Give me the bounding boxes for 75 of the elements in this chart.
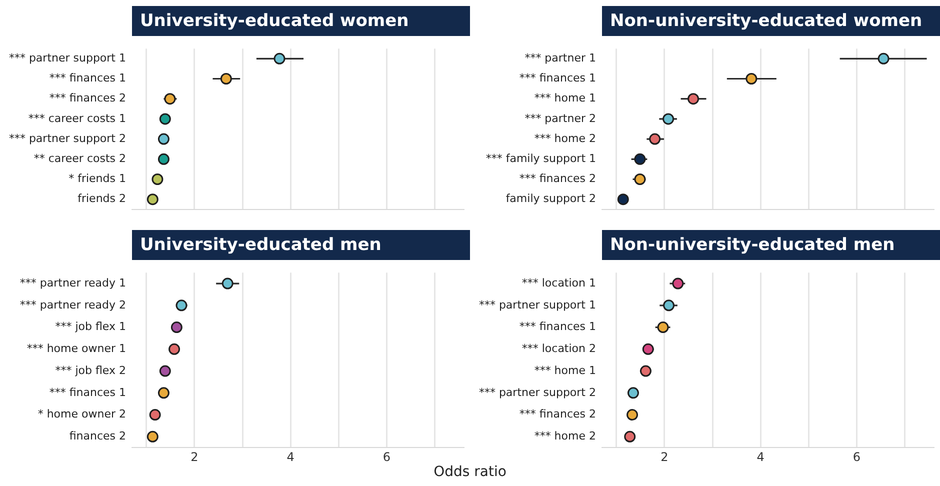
point xyxy=(634,174,646,185)
point xyxy=(222,278,234,290)
y-tick-label: *** partner 2 xyxy=(524,112,596,125)
point xyxy=(878,52,890,64)
y-tick-label: *** finances 2 xyxy=(519,172,596,186)
point xyxy=(274,52,286,64)
x-tick-label: 2 xyxy=(190,450,198,464)
y-tick-label: *** finances 2 xyxy=(519,408,596,421)
point xyxy=(158,387,170,399)
chart-title: University-educated men xyxy=(132,230,470,260)
point xyxy=(158,133,170,145)
point xyxy=(626,409,638,421)
point xyxy=(149,409,161,421)
y-tick-label: friends 2 xyxy=(78,192,126,206)
y-tick-label: *** partner support 2 xyxy=(8,132,126,145)
y-tick-label: *** home 2 xyxy=(534,132,596,145)
y-tick-label: *** job flex 1 xyxy=(55,320,126,334)
chart-title: Non-university-educated women xyxy=(602,6,940,36)
y-tick-label: * friends 1 xyxy=(68,172,126,186)
y-tick-label: *** partner ready 1 xyxy=(20,276,126,290)
point xyxy=(642,343,654,355)
y-tick-label: *** partner support 1 xyxy=(478,298,596,312)
y-tick-label: *** finances 1 xyxy=(519,72,596,85)
chart-title: Non-university-educated men xyxy=(602,230,940,260)
y-tick-label: *** home owner 1 xyxy=(26,342,126,356)
point xyxy=(627,387,639,399)
y-tick-label: *** home 1 xyxy=(534,364,596,377)
y-tick-label: *** career costs 1 xyxy=(28,112,126,125)
y-tick-label: *** finances 1 xyxy=(49,72,126,85)
point xyxy=(746,73,758,84)
point xyxy=(168,343,180,355)
point xyxy=(640,365,652,377)
y-tick-label: finances 2 xyxy=(69,430,126,443)
x-axis-title: Odds ratio xyxy=(432,464,508,480)
point xyxy=(624,430,636,442)
y-tick-label: *** location 2 xyxy=(522,342,596,356)
point xyxy=(158,153,170,165)
y-tick-label: *** finances 1 xyxy=(519,320,596,334)
point xyxy=(662,113,674,125)
y-tick-label: *** finances 2 xyxy=(49,92,126,105)
point xyxy=(152,174,164,185)
point xyxy=(657,322,669,334)
y-tick-label: *** job flex 2 xyxy=(55,364,126,377)
point xyxy=(688,93,700,105)
point xyxy=(649,133,661,145)
y-tick-label: *** partner support 1 xyxy=(8,52,126,65)
x-tick-label: 4 xyxy=(286,450,294,464)
point xyxy=(672,278,684,290)
point xyxy=(617,194,629,206)
point xyxy=(164,93,176,105)
x-tick-label: 6 xyxy=(382,450,390,464)
y-tick-label: * home owner 2 xyxy=(38,408,126,421)
y-tick-label: *** home 1 xyxy=(534,92,596,105)
y-tick-label: ** career costs 2 xyxy=(34,152,126,166)
y-tick-label: *** home 2 xyxy=(534,430,596,443)
point xyxy=(634,153,646,165)
y-tick-label: *** partner ready 2 xyxy=(20,298,126,312)
y-tick-label: *** location 1 xyxy=(522,276,596,290)
point xyxy=(176,300,188,312)
point xyxy=(170,322,182,334)
x-tick-label: 2 xyxy=(660,450,668,464)
x-tick-label: 6 xyxy=(852,450,860,464)
point xyxy=(146,430,158,442)
point xyxy=(220,73,232,84)
point xyxy=(159,113,171,125)
chart-title: University-educated women xyxy=(132,6,470,36)
y-tick-label: family support 2 xyxy=(506,192,596,206)
x-tick-label: 4 xyxy=(756,450,764,464)
point xyxy=(663,300,675,312)
y-tick-label: *** family support 1 xyxy=(486,152,596,166)
y-tick-label: *** partner 1 xyxy=(524,52,596,65)
y-tick-label: *** partner support 2 xyxy=(478,386,596,399)
point xyxy=(146,194,158,206)
point xyxy=(159,365,171,377)
y-tick-label: *** finances 1 xyxy=(49,386,126,399)
